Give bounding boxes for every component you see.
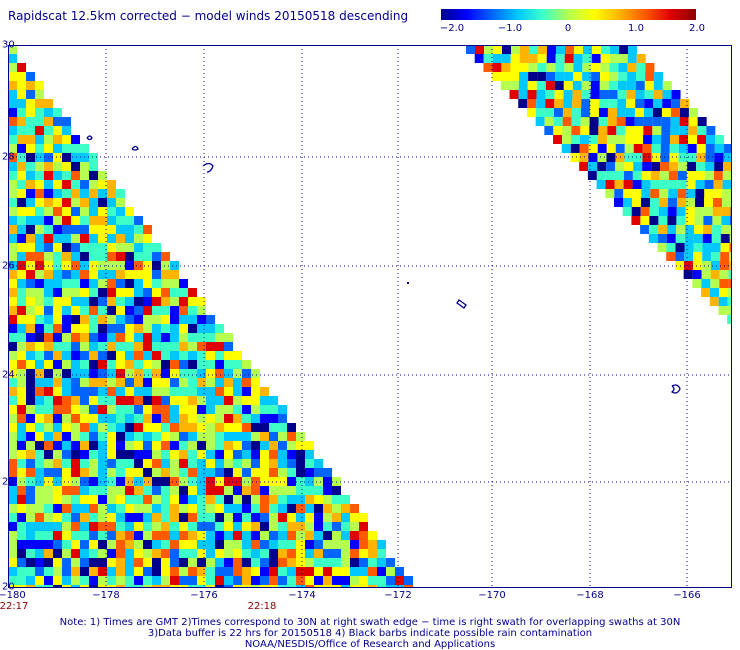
island-outline	[131, 145, 139, 151]
lon-label-178: −178	[92, 590, 120, 601]
lat-label-26: 26	[2, 260, 15, 272]
lon-label-172: −172	[384, 590, 412, 601]
map-frame	[8, 45, 732, 588]
island-outlines	[86, 135, 681, 394]
lat-label-30: 30	[2, 39, 15, 51]
lon-label-170: −170	[478, 590, 506, 601]
note-line-2: 3)Data buffer is 22 hrs for 20150518 4) …	[147, 628, 593, 639]
colorbar-tick-pos1: 1.0	[628, 23, 644, 34]
colorbar-tick-zero: 0	[564, 23, 572, 34]
lat-label-22: 22	[2, 476, 15, 488]
lon-label-168: −168	[576, 590, 604, 601]
right-swath-cells	[466, 45, 732, 324]
lat-label-28: 28	[2, 151, 15, 163]
colorbar-tick-neg2: −2.0	[439, 23, 465, 34]
lon-label-166: −166	[673, 590, 701, 601]
lat-label-24: 24	[2, 369, 15, 381]
lon-label-174: −174	[288, 590, 316, 601]
time-label-left: 22:17	[0, 601, 29, 612]
lat-label-20: 20	[2, 581, 15, 593]
map-title: Rapidscat 12.5km corrected − model winds…	[8, 9, 409, 23]
note-line-1: Note: 1) Times are GMT 2)Times correspon…	[59, 617, 681, 628]
wind-difference-map	[8, 45, 732, 588]
lon-label-180: −180	[0, 590, 26, 601]
island-outline	[670, 384, 681, 394]
island-outline	[456, 299, 467, 309]
colorbar-tick-pos2: 2.0	[689, 23, 705, 34]
map-grid	[8, 45, 732, 588]
island-outline	[202, 162, 214, 173]
colorbar-tick-neg1: −1.0	[497, 23, 523, 34]
island-outline	[86, 135, 93, 141]
island-outline	[407, 282, 409, 284]
time-label-middle: 22:18	[247, 601, 277, 612]
left-swath-cells	[8, 45, 413, 588]
lon-label-176: −176	[190, 590, 218, 601]
note-line-3: NOAA/NESDIS/Office of Research and Appli…	[244, 639, 496, 650]
colorbar	[441, 9, 696, 20]
